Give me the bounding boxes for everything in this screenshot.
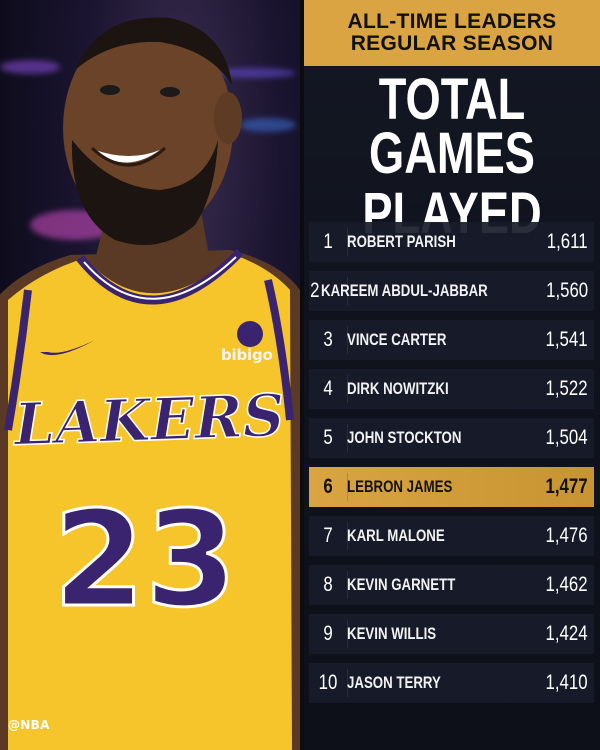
leader-rank: 9: [323, 622, 333, 645]
leader-rank: 4: [323, 377, 333, 400]
stat-title-line-1: TOTAL: [378, 67, 526, 132]
player-photo: LAKERS 23 bibigo @NBA: [0, 0, 300, 750]
leader-games: 1,410: [545, 671, 588, 694]
leader-row: 1 ROBERT PARISH 1,611: [309, 222, 594, 262]
leader-row: 2 KAREEM ABDUL-JABBAR 1,560: [309, 271, 594, 311]
leader-name: JASON TERRY: [347, 673, 441, 692]
leader-row: 3 VINCE CARTER 1,541: [309, 320, 594, 360]
player-illustration: LAKERS 23: [0, 17, 300, 750]
jersey-number: 23: [53, 483, 237, 637]
stats-panel: ALL-TIME LEADERS REGULAR SEASON TOTAL GA…: [304, 0, 600, 750]
header-band: ALL-TIME LEADERS REGULAR SEASON: [304, 0, 600, 66]
panel-divider: [300, 0, 306, 750]
leader-rank: 6: [323, 475, 333, 498]
jersey-team-wordmark: LAKERS: [11, 381, 286, 458]
leader-rank: 1: [323, 230, 333, 253]
leader-name: KARL MALONE: [347, 526, 445, 545]
arena-light: [215, 68, 295, 78]
leader-name: KEVIN GARNETT: [347, 575, 456, 594]
leader-games: 1,611: [546, 230, 588, 253]
leader-rank: 3: [323, 328, 333, 351]
leader-games: 1,522: [545, 377, 588, 400]
leader-games: 1,560: [546, 279, 589, 302]
leader-rank: 5: [323, 426, 333, 449]
leader-name: KEVIN WILLIS: [347, 624, 437, 643]
leader-rank: 8: [323, 573, 333, 596]
jersey-sponsor: bibigo: [221, 346, 273, 364]
leader-games: 1,462: [545, 573, 588, 596]
leader-row: 7 KARL MALONE 1,476: [309, 516, 594, 556]
leader-row: 8 KEVIN GARNETT 1,462: [309, 565, 594, 605]
leader-games: 1,424: [545, 622, 588, 645]
arena-light: [240, 118, 296, 132]
arena-light: [0, 60, 60, 74]
leader-row: 10 JASON TERRY 1,410: [309, 663, 594, 703]
header-line-1: ALL-TIME LEADERS: [347, 10, 557, 33]
leaders-table: 1 ROBERT PARISH 1,611 2 KAREEM ABDUL-JAB…: [309, 222, 594, 712]
leader-games: 1,476: [545, 524, 588, 547]
leader-name: KAREEM ABDUL-JABBAR: [320, 281, 488, 300]
leader-name: LEBRON JAMES: [347, 477, 453, 496]
leader-games: 1,541: [545, 328, 588, 351]
leader-name: JOHN STOCKTON: [347, 428, 462, 447]
leader-rank: 7: [323, 524, 333, 547]
leader-games: 1,504: [545, 426, 588, 449]
leader-rank: 2: [310, 279, 320, 302]
leader-row: 5 JOHN STOCKTON 1,504: [309, 418, 594, 458]
leader-row: 9 KEVIN WILLIS 1,424: [309, 614, 594, 654]
leader-row: 4 DIRK NOWITZKI 1,522: [309, 369, 594, 409]
leader-name: VINCE CARTER: [347, 330, 447, 349]
header-line-2: REGULAR SEASON: [350, 32, 554, 55]
leader-name: DIRK NOWITZKI: [347, 379, 449, 398]
leader-row-highlighted: 6 LEBRON JAMES 1,477: [309, 467, 594, 507]
nba-credit: @NBA: [8, 718, 50, 732]
leader-rank: 10: [318, 671, 338, 694]
leader-name: ROBERT PARISH: [347, 232, 456, 251]
leader-games: 1,477: [545, 475, 588, 498]
